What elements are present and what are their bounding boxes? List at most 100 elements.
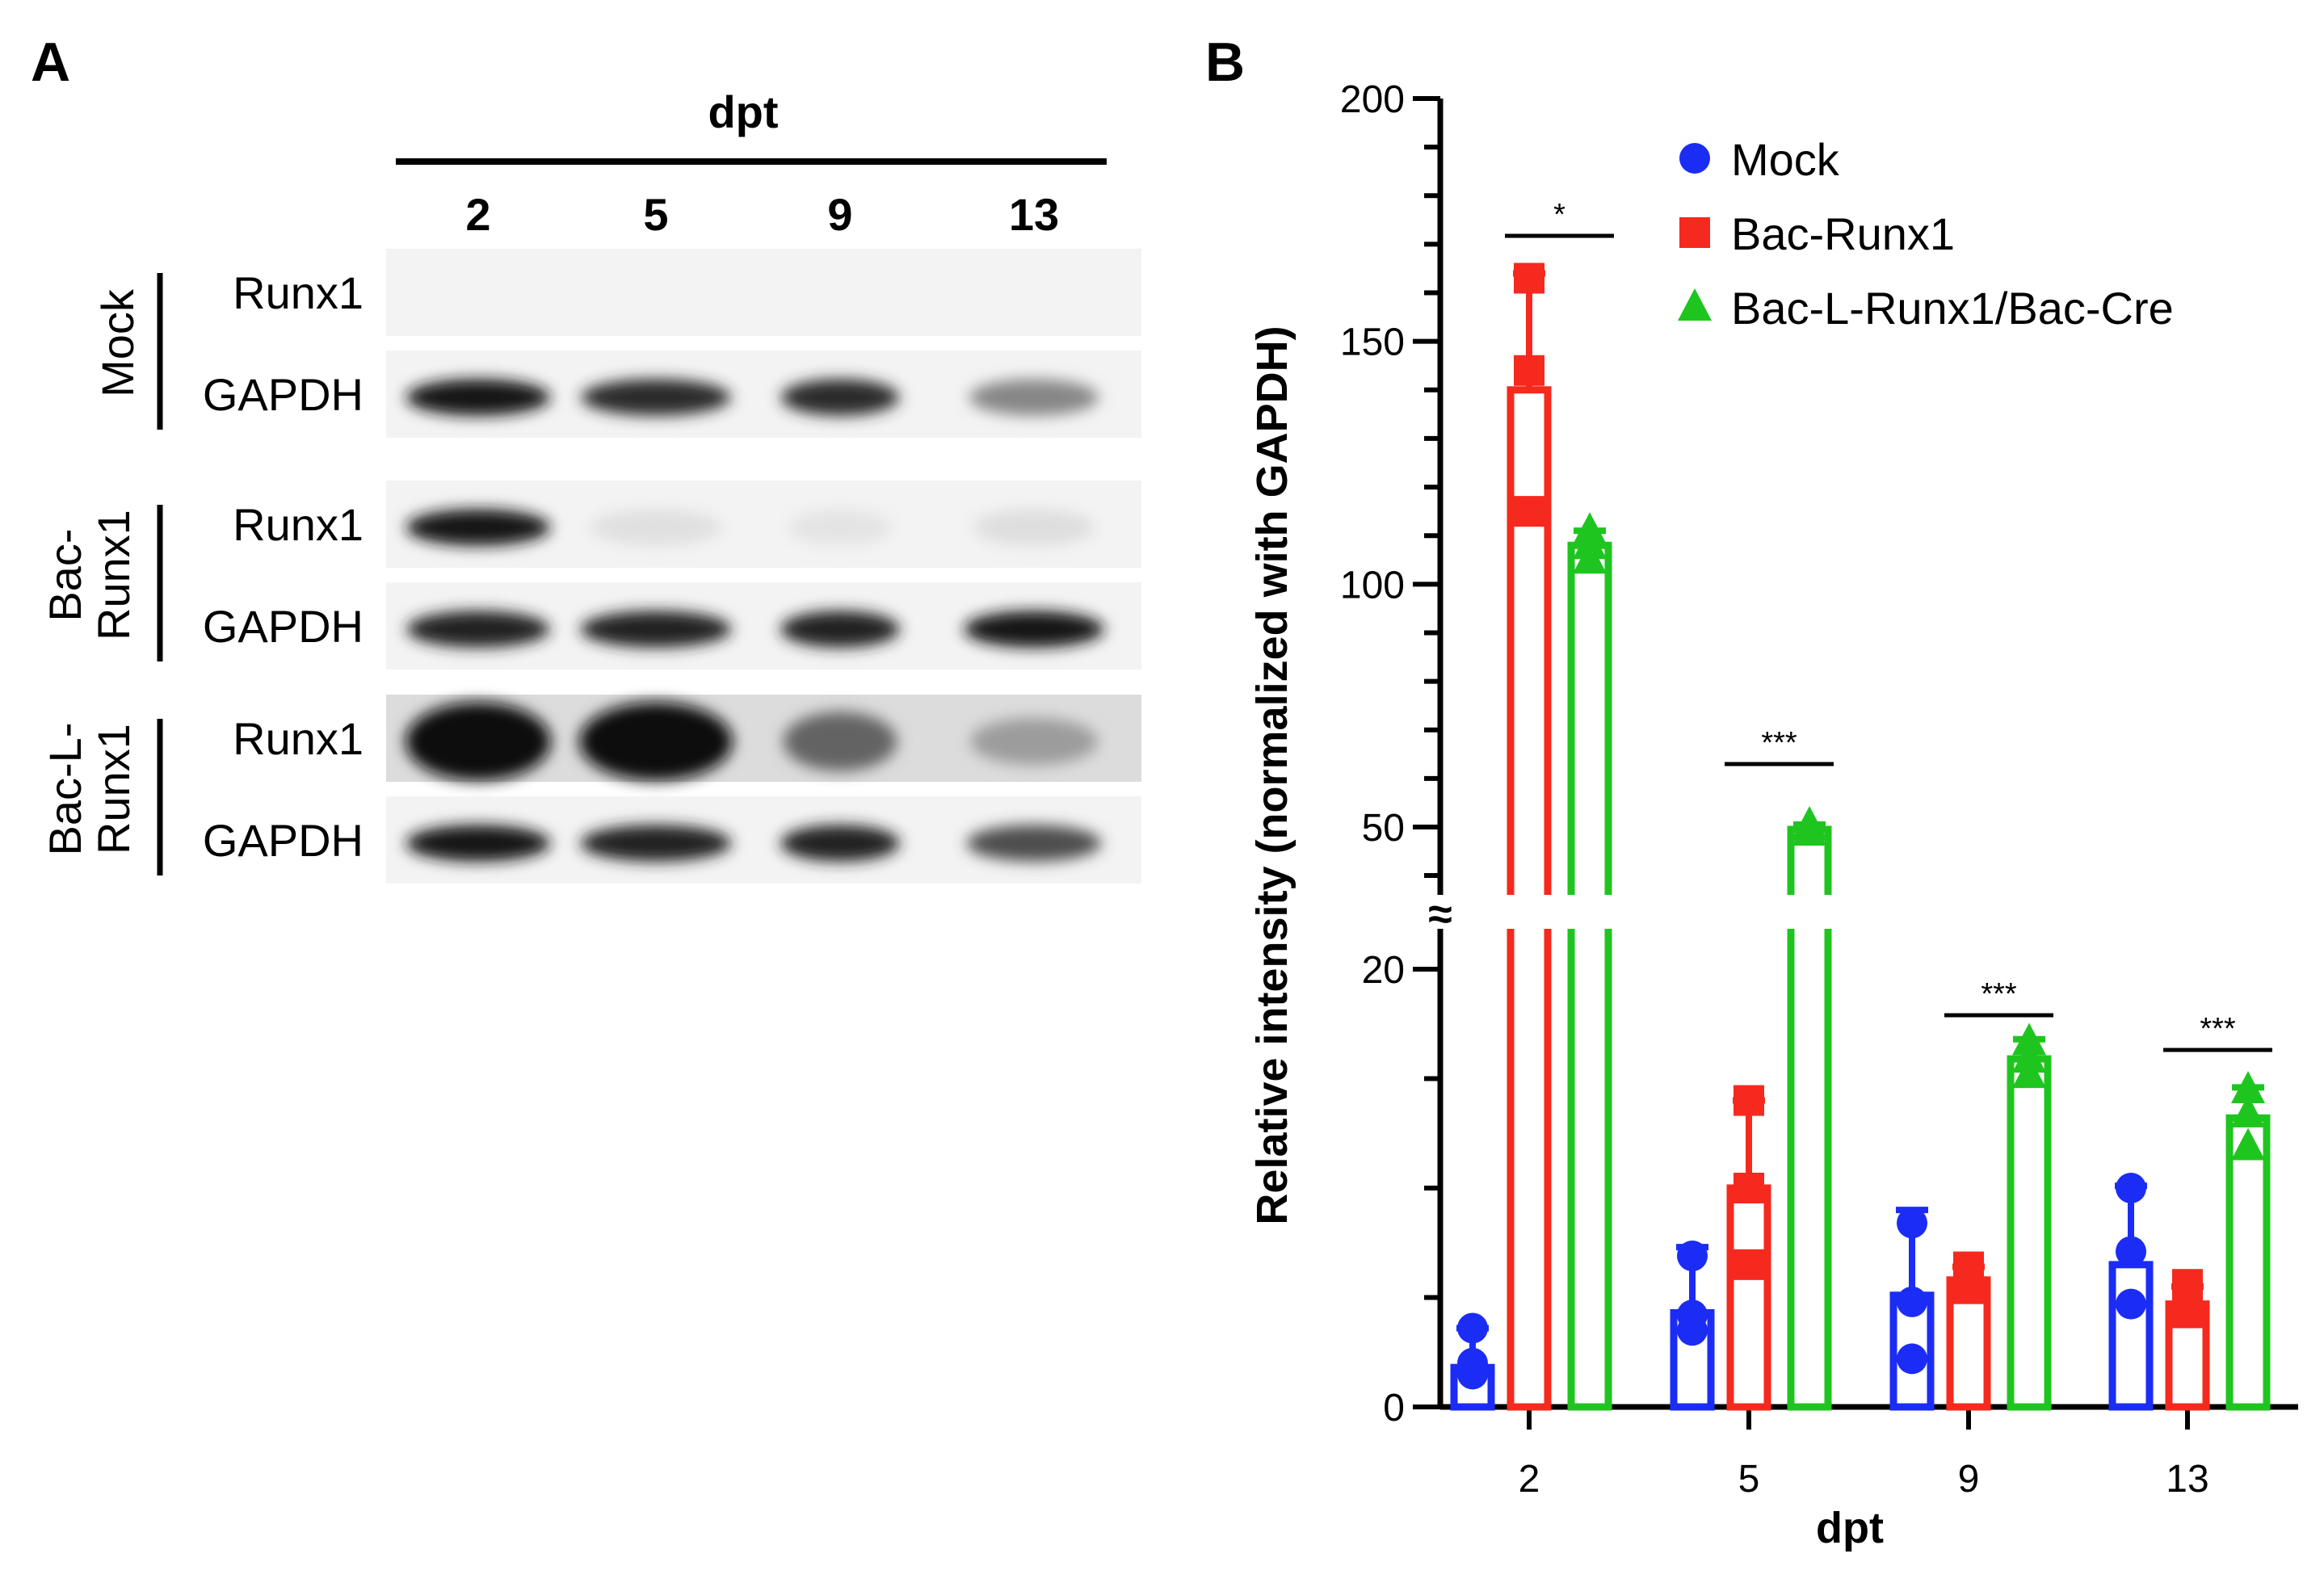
significance-label: *** xyxy=(2200,1012,2236,1046)
blot-band xyxy=(970,717,1098,766)
bar-upper xyxy=(1567,541,1612,895)
chart-legend: Mock Bac-Runx1 Bac-L-Runx1/Bac-Cre xyxy=(1678,134,2174,334)
blot-band xyxy=(780,379,900,416)
data-point xyxy=(2231,1094,2265,1127)
significance-label: *** xyxy=(1761,726,1797,760)
row-label-runx1: Runx1 xyxy=(233,713,364,764)
row-label-gapdh: GAPDH xyxy=(203,601,364,652)
x-tick-label-9: 9 xyxy=(1958,1458,1980,1501)
row-label-gapdh: GAPDH xyxy=(203,815,364,866)
y-tick-label-20: 20 xyxy=(1362,949,1405,992)
blot-band xyxy=(579,702,733,781)
data-point xyxy=(1678,288,1712,321)
lane-label-5: 5 xyxy=(643,189,668,240)
bar-lower xyxy=(1787,929,1832,1411)
row-label-runx1: Runx1 xyxy=(233,499,364,550)
data-point xyxy=(2231,1127,2265,1161)
group-name-line: Runx1 xyxy=(88,724,139,854)
series-bac-l-runx1-bac-cre xyxy=(1567,512,2271,1411)
chart-bars xyxy=(1450,262,2271,1411)
data-point xyxy=(1677,1300,1708,1331)
series-mock xyxy=(1450,1173,2154,1411)
data-point xyxy=(2116,1288,2146,1320)
data-point xyxy=(2012,1040,2046,1073)
chart-axes: ≈50 100 150 200 0 20 2 5 9 13 xyxy=(1340,78,2298,1501)
data-point xyxy=(2172,1269,2203,1300)
legend-label: Mock xyxy=(1731,134,1840,185)
x-tick-label-2: 2 xyxy=(1519,1458,1540,1501)
bar xyxy=(2007,1055,2052,1411)
blot-band xyxy=(406,379,551,416)
series-bac-runx1 xyxy=(1507,262,2210,1411)
blot-band xyxy=(780,825,900,862)
legend-label: Bac-Runx1 xyxy=(1731,208,1955,259)
blot-band xyxy=(580,825,732,862)
data-point xyxy=(2231,1071,2265,1104)
significance-annotations: ********** xyxy=(1505,198,2272,1052)
bar xyxy=(2225,1114,2271,1411)
bar-upper xyxy=(1507,386,1552,895)
y-tick-label-100: 100 xyxy=(1340,564,1405,607)
blot-band xyxy=(973,509,1095,546)
data-point xyxy=(1734,1249,1764,1280)
data-point xyxy=(1897,1343,1927,1375)
data-point xyxy=(2012,1022,2046,1056)
data-point xyxy=(1897,1286,1927,1317)
bar xyxy=(1726,1184,1771,1411)
lane-label-9: 9 xyxy=(827,189,852,240)
data-point xyxy=(1679,143,1710,174)
data-point xyxy=(1734,1173,1764,1203)
significance-label: *** xyxy=(1981,977,2017,1011)
data-point xyxy=(1573,512,1607,545)
x-tick-label-5: 5 xyxy=(1738,1458,1760,1501)
bar xyxy=(2108,1261,2154,1411)
data-point xyxy=(1457,1312,1488,1344)
data-point xyxy=(2116,1173,2146,1203)
row-label-runx1: Runx1 xyxy=(233,267,364,318)
panel-b-letter: B xyxy=(1205,31,1245,93)
row-label-gapdh: GAPDH xyxy=(203,369,364,420)
data-point xyxy=(2116,1236,2146,1267)
axis-break-symbol: ≈ xyxy=(1428,890,1452,938)
legend-label: Bac-L-Runx1/Bac-Cre xyxy=(1731,283,2174,334)
blot-strip xyxy=(386,249,1141,336)
blot-band xyxy=(788,509,893,546)
lane-label-13: 13 xyxy=(1009,189,1059,240)
blot-band xyxy=(580,611,732,648)
y-tick-label-200: 200 xyxy=(1340,78,1405,121)
y-tick-label-0: 0 xyxy=(1383,1387,1405,1430)
data-point xyxy=(1514,262,1544,294)
bar-lower xyxy=(1507,929,1552,1411)
data-point xyxy=(1514,496,1544,527)
blot-band xyxy=(406,825,551,862)
group-name-line: Mock xyxy=(92,288,143,397)
group-name-line: Bac- xyxy=(40,528,90,621)
blot-band xyxy=(966,825,1102,862)
significance-label: * xyxy=(1553,198,1565,232)
blot-band xyxy=(969,379,1099,416)
y-axis-title: Relative intensity (normalized with GAPD… xyxy=(1248,325,1296,1224)
group-name-line: Runx1 xyxy=(88,510,139,640)
bar-lower xyxy=(1567,929,1612,1411)
blot-band xyxy=(783,712,897,771)
group-name: Mock xyxy=(92,288,143,397)
blot-group-1: Mock Runx1 GAPDH xyxy=(92,249,1141,438)
dpt-header: dpt xyxy=(708,86,778,137)
y-tick-label-50: 50 xyxy=(1362,807,1405,850)
blot-band xyxy=(406,702,551,781)
panel-a-letter: A xyxy=(31,31,70,93)
lane-labels: 2 5 9 13 xyxy=(465,189,1059,240)
data-point xyxy=(1953,1251,1984,1283)
blot-band xyxy=(780,611,900,648)
x-axis-title: dpt xyxy=(1816,1504,1884,1552)
blot-band xyxy=(406,509,551,546)
data-point xyxy=(1679,217,1710,248)
group-name: Bac-Runx1 xyxy=(40,510,139,640)
lane-label-2: 2 xyxy=(465,189,490,240)
